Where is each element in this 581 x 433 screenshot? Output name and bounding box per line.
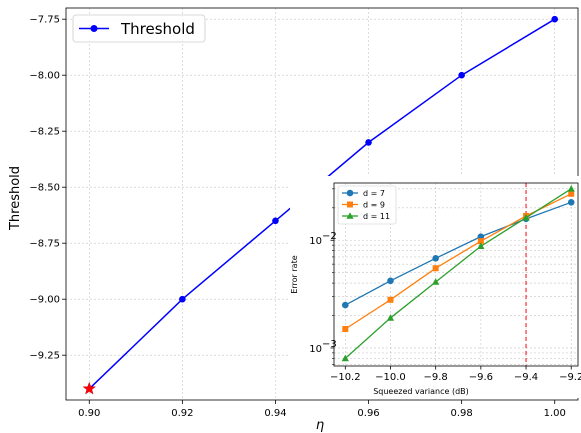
inset-legend: d = 7 d = 9 d = 11 [337,185,397,225]
inset-series-point [522,213,530,221]
main-y-tick-label: −8.50 [29,183,60,194]
inset-y-tick-exponent: −3 [322,339,337,350]
inset-series-point [342,325,349,332]
inset-x-tick-label: −9.4 [514,372,538,383]
main-legend: Threshold [72,14,206,43]
inset-series [341,185,575,362]
main-legend-label: Threshold [120,20,195,38]
main-y-ticks: −9.25 −9.00 −8.75 −8.50 −8.25 −8.00 −7.75 [29,15,66,362]
inset-series-point [477,242,485,250]
main-x-axis-label: η [316,418,324,433]
inset-series-line [344,188,572,359]
inset-series-point [387,277,394,285]
inset-x-tick-label: −9.2 [559,372,581,383]
threshold-point [551,15,559,23]
main-y-tick-label: −8.75 [29,239,60,250]
inset-chart: −10.2 −10.0 −9.8 −9.6 −9.4 −9.2 10−310−2 Sque… [290,176,581,398]
main-x-tick-label: 0.98 [451,408,473,419]
inset-series-point [341,354,349,362]
inset-y-tick-exponent: −2 [322,231,337,242]
main-legend-marker [90,25,98,32]
inset-plot-frame [333,182,579,367]
inset-legend-box [337,185,397,225]
main-y-tick-label: −8.00 [29,71,60,82]
inset-series-point [432,278,440,285]
highlight-star-point [82,381,97,395]
inset-legend-label: d = 11 [363,212,390,221]
main-y-tick-label: −9.00 [29,295,60,306]
main-y-axis-label: Threshold [8,166,23,231]
inset-series-point [432,265,439,272]
main-legend-box [72,14,206,43]
threshold-point [272,217,279,225]
inset-x-tick-label: −10.0 [375,372,406,383]
inset-legend-label: d = 9 [363,201,385,210]
inset-legend-marker [346,189,354,197]
threshold-point [179,295,186,303]
inset-x-tick-label: −10.2 [330,372,361,383]
inset-legend-label: d = 7 [363,189,385,198]
threshold-point [365,139,372,146]
inset-series-point [477,238,484,245]
inset-series-line [344,201,572,306]
main-x-tick-label: 0.92 [171,408,193,419]
inset-x-ticks: −10.2 −10.0 −9.8 −9.6 −9.4 −9.2 [330,366,581,383]
main-y-tick-label: −8.25 [29,127,60,138]
inset-series-point [432,254,439,262]
inset-y-tick-label: 10 [309,344,322,355]
inset-y-tick-label: 10 [309,236,322,247]
main-y-tick-label: −7.75 [29,15,60,26]
inset-series-point [568,190,575,197]
main-x-tick-label: 0.96 [357,408,379,419]
main-x-tick-label: 0.90 [78,408,100,419]
inset-series-point [387,296,394,303]
inset-x-axis-label: Squeezed variance (dB) [373,387,469,396]
inset-x-tick-label: −9.8 [424,372,448,383]
inset-series-point [341,301,349,309]
main-x-tick-label: 0.94 [264,408,286,419]
inset-series-point [567,185,575,192]
inset-legend-marker [347,201,353,208]
inset-series-point [567,199,575,206]
main-y-tick-label: −9.25 [29,351,60,362]
threshold-point [458,71,465,79]
inset-y-ticks: 10−310−2 [309,188,337,365]
inset-x-tick-label: −9.6 [469,372,493,383]
main-x-tick-label: 1.00 [544,408,566,419]
main-x-ticks: 0.90 0.92 0.94 0.96 0.98 1.00 [78,400,566,419]
inset-legend-marker [346,212,354,219]
inset-y-axis-label: Error rate [290,255,299,293]
inset-series-point [386,314,395,321]
